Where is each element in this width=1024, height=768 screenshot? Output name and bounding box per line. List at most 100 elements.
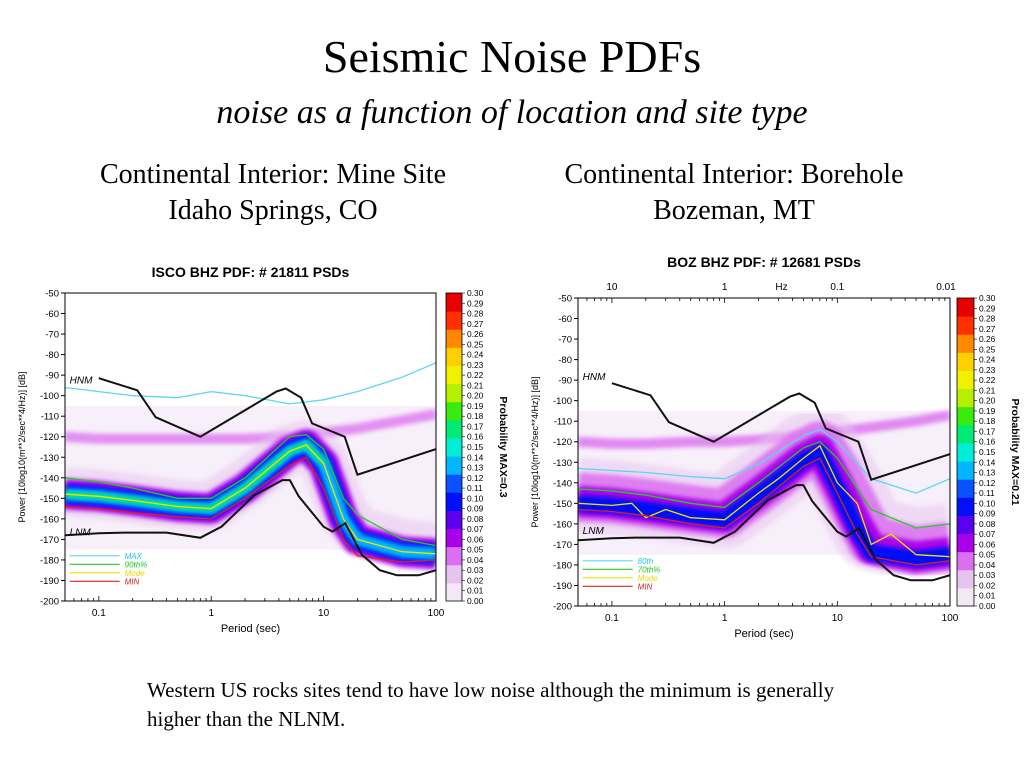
- colorbar-tick-label: 0.28: [467, 309, 484, 319]
- y-tick-label: -50: [45, 289, 59, 300]
- colorbar-tick-label: 0.11: [467, 483, 483, 493]
- colorbar-segment: [446, 311, 462, 330]
- y-tick-label: -150: [553, 499, 572, 510]
- left-panel-site-type: Continental Interior: Mine Site: [99, 159, 447, 190]
- colorbar-tick-label: 0.15: [467, 442, 484, 452]
- colorbar-tick-label: 0.25: [979, 344, 996, 354]
- colorbar-segment: [446, 293, 462, 312]
- model-label-hnm: HNM: [70, 375, 93, 386]
- x-tick-label: 100: [942, 613, 959, 624]
- y-tick-label: -70: [558, 335, 572, 346]
- colorbar-tick-label: 0.01: [979, 591, 996, 601]
- p90-curve: [578, 440, 950, 529]
- colorbar-segment: [957, 370, 974, 390]
- left-panel-heading: Continental Interior: Mine Site Idaho Sp…: [40, 157, 506, 229]
- y-tick-label: -140: [553, 478, 572, 489]
- colorbar-tick-label: 0.17: [979, 426, 996, 436]
- colorbar-segment: [446, 329, 462, 348]
- top-tick-label: 10: [606, 282, 618, 293]
- legend-label-min: MIN: [638, 582, 653, 591]
- top-axis-label: Hz: [775, 282, 787, 293]
- y-tick-label: -130: [553, 458, 572, 469]
- colorbar-segment: [446, 510, 462, 530]
- x-tick-label: 1: [208, 608, 214, 619]
- colorbar-tick-label: 0.20: [979, 396, 996, 406]
- x-tick-label: 1: [722, 613, 728, 624]
- y-tick-label: -200: [40, 597, 59, 608]
- y-tick-label: -60: [558, 314, 572, 325]
- footnote: Western US rocks sites tend to have low …: [147, 678, 835, 731]
- colorbar-tick-label: 0.22: [467, 370, 484, 380]
- y-tick-label: -170: [553, 540, 572, 551]
- y-tick-label: -180: [40, 555, 59, 566]
- colorbar-tick-label: 0.23: [467, 360, 484, 370]
- colorbar-tick-label: 0.16: [979, 437, 996, 447]
- colorbar-tick-label: 0.07: [467, 524, 484, 534]
- colorbar-tick-label: 0.12: [467, 473, 484, 483]
- x-tick-label: 0.1: [605, 613, 619, 624]
- colorbar-tick-label: 0.26: [979, 334, 996, 344]
- x-axis-label: Period (sec): [221, 623, 280, 635]
- model-label-lnm: LNM: [70, 527, 92, 538]
- legend-label-max: 80th: [638, 557, 654, 566]
- colorbar-tick-label: 0.06: [979, 539, 996, 549]
- y-tick-label: -70: [45, 330, 59, 341]
- colorbar-tick-label: 0.10: [467, 493, 484, 503]
- y-tick-label: -100: [40, 391, 59, 402]
- colorbar-segment: [446, 582, 462, 602]
- y-tick-label: -160: [553, 519, 572, 530]
- colorbar-tick-label: 0.16: [467, 432, 484, 442]
- colorbar-segment: [446, 437, 462, 457]
- colorbar-segment: [957, 352, 974, 371]
- colorbar-tick-label: 0.02: [467, 575, 484, 585]
- y-tick-label: -190: [553, 581, 572, 592]
- colorbar: [445, 292, 463, 602]
- colorbar-segment: [446, 456, 462, 475]
- y-tick-label: -110: [41, 412, 59, 423]
- chart-title: ISCO BHZ PDF: # 21811 PSDs: [152, 264, 350, 280]
- y-tick-label: -60: [45, 309, 59, 320]
- y-tick-label: -140: [40, 473, 59, 484]
- colorbar-tick-label: 0.05: [979, 550, 996, 560]
- colorbar-segment: [957, 461, 974, 480]
- right-panel-heading: Continental Interior: Borehole Bozeman, …: [496, 157, 972, 229]
- p90-curve: [65, 434, 436, 547]
- right-panel-site-type: Continental Interior: Borehole: [564, 159, 904, 190]
- y-tick-label: -80: [558, 355, 572, 366]
- legend-label-min: MIN: [125, 577, 140, 586]
- colorbar-tick-label: 0.29: [467, 298, 484, 308]
- colorbar-tick-label: 0.06: [467, 534, 484, 544]
- hnm-model-line: [98, 377, 436, 476]
- colorbar-tick-label: 0.24: [467, 350, 484, 360]
- colorbar-segment: [957, 334, 974, 353]
- y-tick-label: -120: [553, 437, 572, 448]
- colorbar-segment: [957, 533, 974, 553]
- colorbar-tick-label: 0.18: [467, 411, 484, 421]
- colorbar-tick-label: 0.02: [979, 580, 996, 590]
- colorbar-tick-label: 0.17: [467, 421, 484, 431]
- colorbar-tick-label: 0.20: [467, 391, 484, 401]
- chart-title: BOZ BHZ PDF: # 12681 PSDs: [667, 254, 861, 270]
- model-label-lnm: LNM: [583, 526, 605, 537]
- x-tick-label: 100: [428, 608, 445, 619]
- colorbar-tick-label: 0.19: [467, 401, 484, 411]
- colorbar-segment: [446, 546, 462, 566]
- colorbar-tick-label: 0.30: [979, 293, 996, 303]
- legend-label-mode: Mode: [125, 569, 146, 578]
- colorbar-segment: [957, 406, 974, 426]
- y-tick-label: -90: [45, 371, 59, 382]
- colorbar-segment: [957, 388, 974, 408]
- y-tick-label: -170: [40, 535, 59, 546]
- colorbar: [956, 297, 975, 607]
- colorbar-tick-label: 0.26: [467, 329, 484, 339]
- colorbar-tick-label: 0.14: [979, 457, 996, 467]
- y-tick-label: -160: [40, 514, 59, 525]
- colorbar-tick-label: 0.01: [467, 586, 484, 596]
- colorbar-tick-label: 0.13: [467, 463, 484, 473]
- colorbar-tick-label: 0.10: [979, 498, 996, 508]
- colorbar-tick-label: 0.04: [467, 555, 484, 565]
- colorbar-segment: [957, 424, 974, 444]
- left-panel-location: Idaho Springs, CO: [168, 195, 378, 226]
- mode-curve: [65, 444, 436, 555]
- x-tick-label: 0.1: [92, 608, 106, 619]
